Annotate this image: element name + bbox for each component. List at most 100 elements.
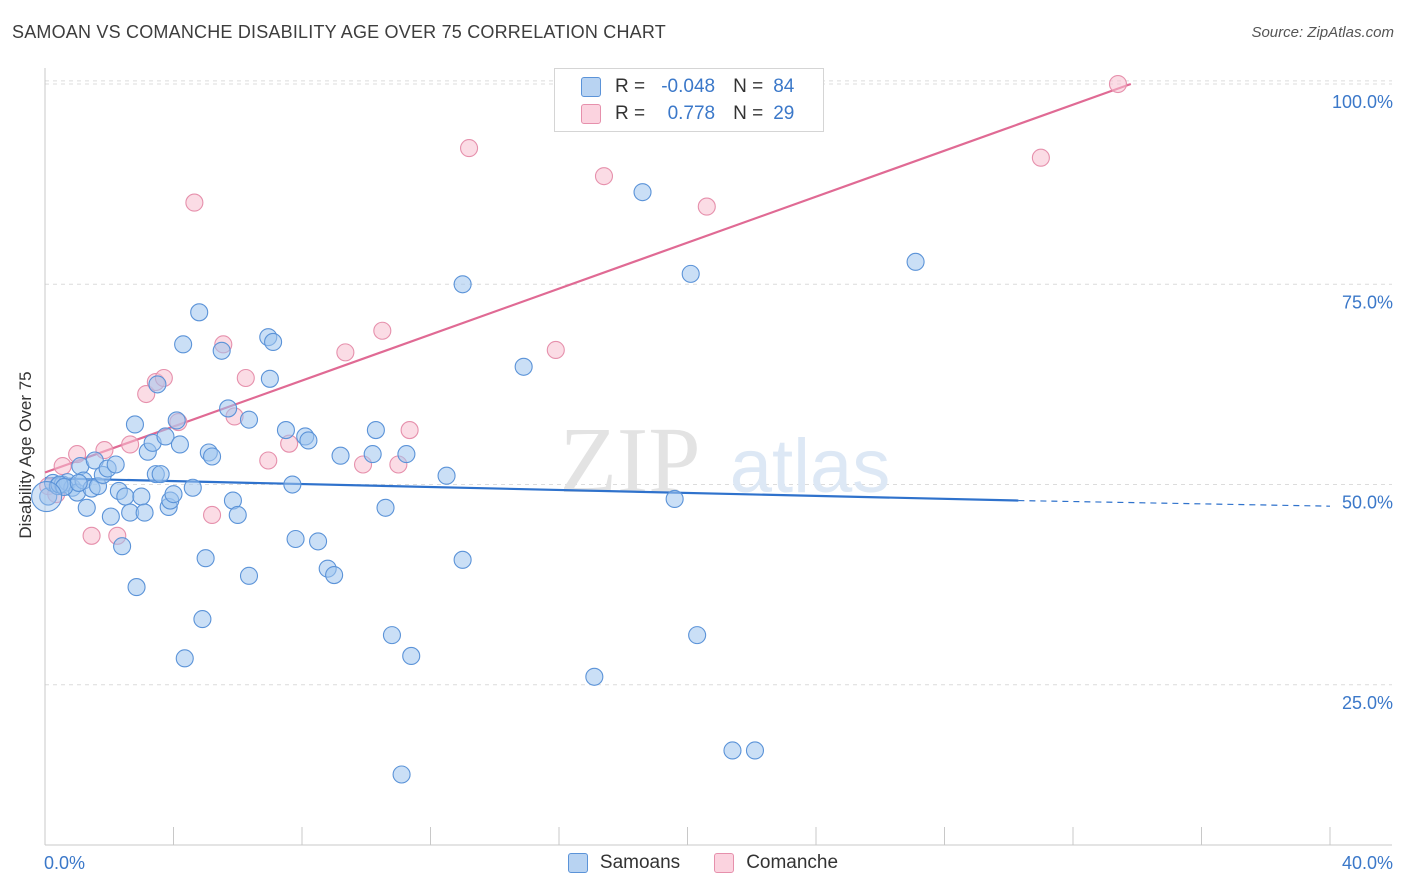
comanche-point [594, 167, 614, 186]
samoans-point [239, 566, 259, 585]
samoans-point [69, 473, 88, 492]
samoans-point [190, 303, 209, 322]
samoans-point [85, 451, 104, 470]
legend-n-value: 84 [773, 76, 795, 97]
samoans-cluster-point [31, 481, 63, 513]
comanche-point [203, 505, 222, 525]
samoans-point [260, 369, 279, 388]
samoans-point [309, 532, 328, 551]
comanche-point [459, 139, 479, 158]
samoans-point [633, 183, 652, 202]
comanche-legend-label: Comanche [746, 852, 839, 873]
samoans-point [239, 410, 259, 429]
samoans-point [183, 478, 202, 497]
comanche-point [1108, 74, 1128, 94]
comanche-legend-swatch [714, 853, 735, 873]
comanche-point [185, 193, 204, 212]
comanche-point [53, 457, 72, 476]
samoans-point [585, 667, 604, 686]
samoans-point [366, 421, 385, 440]
samoans-trend-extension [1018, 499, 1331, 507]
comanche-point [373, 321, 392, 340]
samoans-point [125, 415, 144, 434]
samoans-point [299, 431, 318, 450]
samoans-point [665, 489, 684, 509]
samoans-legend-swatch [567, 853, 588, 873]
samoans-point [196, 549, 215, 568]
y-tick-label: 75.0% [1342, 292, 1393, 312]
comanche-point [400, 421, 419, 440]
legend-r-label: R = [615, 76, 646, 97]
legend-n-value: 29 [773, 103, 795, 124]
samoans-point [392, 765, 411, 784]
samoans-point [264, 332, 283, 352]
source-credit: Source: ZipAtlas.com [1251, 24, 1394, 41]
axis-layer [44, 68, 1392, 846]
x-tick-label: 0.0% [44, 853, 85, 873]
tick-label-layer: 25.0% 50.0% 75.0% 100.0% 0.0% 40.0% [44, 92, 1393, 873]
samoans-point [132, 487, 151, 506]
samoans-point [688, 626, 707, 645]
comanche-point [546, 340, 565, 360]
samoans-point [397, 445, 416, 464]
y-tick-label: 100.0% [1332, 92, 1393, 112]
legend-n-label: N = [733, 76, 764, 97]
legend-item-samoans[interactable]: Samoans [567, 852, 681, 874]
samoans-point [77, 498, 96, 517]
legend-r-value: -0.048 [661, 76, 716, 97]
samoans-point [453, 550, 472, 569]
samoans-point [906, 252, 925, 271]
legend-row-comanche: R = 0.778 N = 29 [581, 101, 794, 127]
legend-r-label: R = [615, 103, 646, 124]
comanche-point [1031, 148, 1050, 167]
samoans-point [167, 411, 186, 430]
samoans-point [228, 505, 247, 525]
samoans-point [193, 610, 212, 629]
comanche-point [259, 451, 278, 470]
samoans-swatch [581, 77, 601, 97]
samoans-point [745, 741, 765, 760]
legend-row-samoans: R = -0.048 N = 84 [581, 74, 794, 100]
legend-item-comanche[interactable]: Comanche [714, 852, 838, 874]
legend-r-value: 0.778 [667, 103, 716, 124]
samoans-point [106, 455, 125, 474]
samoans-point [127, 578, 146, 597]
samoans-point [681, 264, 700, 283]
samoans-point [151, 465, 170, 484]
samoans-point [363, 445, 382, 464]
samoans-point [113, 537, 132, 556]
samoans-point [175, 649, 194, 668]
y-tick-label: 25.0% [1342, 693, 1393, 713]
samoans-legend-label: Samoans [599, 852, 681, 873]
samoans-point [723, 741, 742, 760]
samoans-point [453, 275, 472, 294]
samoans-point [164, 485, 183, 504]
comanche-point [121, 435, 140, 454]
x-tick-label: 40.0% [1342, 853, 1393, 873]
stats-legend: R = -0.048 N = 84 R = 0.778 N = 29 [554, 68, 824, 132]
samoans-point [170, 435, 189, 454]
samoans-point [174, 335, 193, 354]
comanche-point [336, 343, 355, 362]
comanche-point [82, 526, 101, 545]
samoans-point [283, 475, 302, 494]
samoans-point [286, 529, 305, 549]
samoans-point [135, 503, 154, 522]
samoans-point [514, 357, 533, 376]
comanche-point [236, 368, 255, 388]
samoans-point [382, 626, 402, 645]
y-tick-label: 50.0% [1342, 493, 1393, 513]
samoans-point [116, 487, 135, 506]
samoans-point [203, 447, 222, 466]
samoans-point [376, 498, 395, 517]
samoans-trend-line [44, 477, 1019, 502]
samoans-point [101, 507, 120, 526]
samoans-point [156, 427, 175, 446]
samoans-point [437, 466, 456, 485]
samoans-point [276, 421, 295, 440]
points-layer [31, 74, 1128, 784]
series-legend: Samoans Comanche [0, 852, 1406, 874]
samoans-point [325, 566, 344, 585]
comanche-point [697, 197, 716, 216]
